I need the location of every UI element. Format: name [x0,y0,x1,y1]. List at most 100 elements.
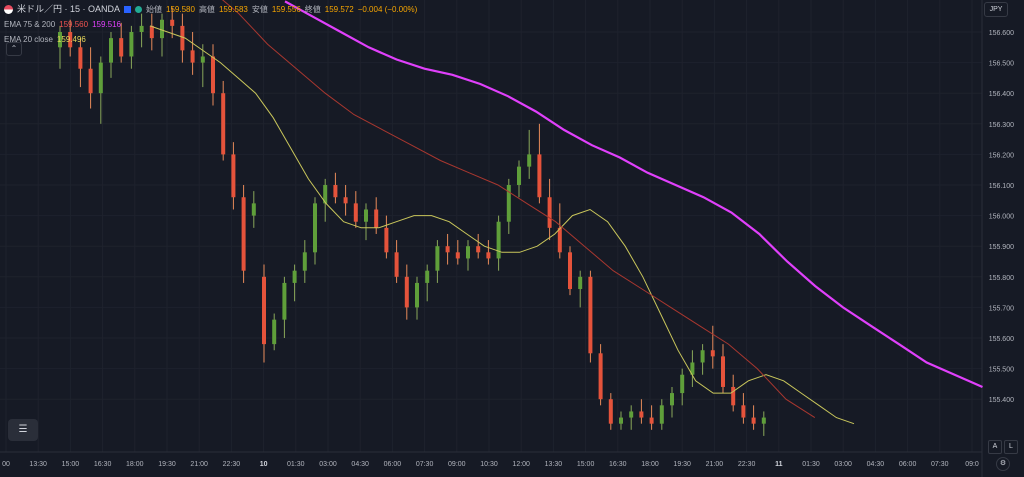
candle-body[interactable] [557,227,562,253]
symbol-row: 米ドル／円 · 15 · OANDA 始値 159.580 高値 159.583 安… [4,2,417,17]
y-tick-label: 156.300 [989,122,1014,129]
candle-body[interactable] [527,154,532,167]
candle-body[interactable] [506,185,511,222]
candle-body[interactable] [251,203,256,216]
candle-body[interactable] [588,276,593,354]
symbol-title[interactable]: 米ドル／円 · 15 · OANDA [17,4,121,14]
candle-body[interactable] [302,252,307,271]
candle-body[interactable] [670,393,674,406]
candle-body[interactable] [333,185,338,198]
candle-body[interactable] [568,252,572,290]
candle-body[interactable] [741,405,746,418]
candle-body[interactable] [374,209,379,228]
candle-body[interactable] [160,19,164,39]
collapse-legend-button[interactable]: ⌃ [6,42,22,56]
candle-body[interactable] [221,93,226,155]
candle-body[interactable] [313,203,317,253]
log-scale-button[interactable]: L [1004,440,1018,454]
candle-body[interactable] [190,50,195,63]
candle-body[interactable] [353,203,358,222]
candle-body[interactable] [78,47,83,69]
candle-body[interactable] [272,319,277,345]
candle-body[interactable] [455,252,460,259]
candle-body[interactable] [231,154,236,198]
candle-body[interactable] [200,56,205,63]
candle-body[interactable] [751,417,756,424]
indicator-row-ema75-200[interactable]: EMA 75 & 200 159.560 159.516 [4,17,417,32]
candle-body[interactable] [109,38,113,63]
candle-body[interactable] [68,32,73,48]
x-tick-label: 09:0 [965,461,979,468]
x-tick-label: 16:30 [94,461,112,468]
candle-body[interactable] [180,25,185,51]
candle-body[interactable] [384,227,389,253]
candle-body[interactable] [598,353,603,400]
indicator-value-ema75: 159.560 [59,20,89,29]
candle-body[interactable] [537,154,542,198]
x-tick-label: 09:00 [448,461,466,468]
y-tick-label: 155.600 [989,336,1014,343]
x-tick-label: 15:00 [577,461,595,468]
candle-body[interactable] [323,185,328,204]
candle-body[interactable] [119,38,124,57]
candle-body[interactable] [721,356,725,387]
currency-flag-icon [4,5,13,14]
candle-body[interactable] [680,374,685,394]
candle-body[interactable] [343,197,348,204]
candle-body[interactable] [578,276,583,290]
candle-body[interactable] [629,411,634,418]
ohlc-high-value: 159.583 [218,5,248,14]
candle-body[interactable] [700,350,705,363]
candle-body[interactable] [98,62,103,94]
x-tick-label: 00 [2,461,10,468]
candle-body[interactable] [129,32,134,57]
candle-body[interactable] [282,282,287,320]
candle-body[interactable] [394,252,399,277]
candle-body[interactable] [496,221,501,259]
candle-body[interactable] [659,405,664,424]
candle-body[interactable] [619,417,623,424]
y-tick-label: 156.600 [989,30,1014,37]
candle-body[interactable] [649,417,654,424]
auto-scale-button[interactable]: A [988,440,1002,454]
candle-body[interactable] [404,276,409,308]
candle-body[interactable] [731,386,736,406]
candle-body[interactable] [292,270,297,283]
candle-body[interactable] [466,246,470,259]
drawing-tools-button[interactable]: ☰ [8,419,38,441]
candle-body[interactable] [262,276,266,345]
candle-body[interactable] [170,19,175,26]
candle-body[interactable] [445,246,450,253]
ohlc-low-label: 安値 [251,5,268,14]
candle-body[interactable] [761,417,766,424]
candle-body[interactable] [517,166,521,185]
candle-body[interactable] [547,197,552,228]
x-tick-label: 01:30 [287,461,305,468]
x-tick-label: 03:00 [319,461,337,468]
candle-body[interactable] [149,25,154,39]
candle-body[interactable] [364,209,368,222]
candle-body[interactable] [415,282,419,308]
x-tick-label: 16:30 [609,461,627,468]
market-status-icon [124,6,132,13]
candle-body[interactable] [58,32,62,48]
candle-body[interactable] [639,411,644,418]
x-tick-label: 22:30 [738,461,756,468]
candle-body[interactable] [476,246,481,253]
candle-body[interactable] [486,252,491,259]
candle-body[interactable] [608,399,613,424]
live-dot-icon [135,6,143,13]
settings-gear-icon[interactable]: ⚙ [996,457,1010,471]
candle-body[interactable] [710,350,715,357]
candle-body[interactable] [425,270,430,283]
candle-body[interactable] [435,246,440,271]
x-tick-label: 01:30 [802,461,820,468]
currency-selector[interactable]: JPY [984,2,1008,17]
candle-body[interactable] [88,68,93,94]
candle-body[interactable] [241,197,246,271]
candle-body[interactable] [211,56,215,94]
candle-body[interactable] [690,362,695,375]
candle-body[interactable] [139,25,144,32]
indicator-row-ema20[interactable]: EMA 20 close 159.496 [4,32,417,47]
